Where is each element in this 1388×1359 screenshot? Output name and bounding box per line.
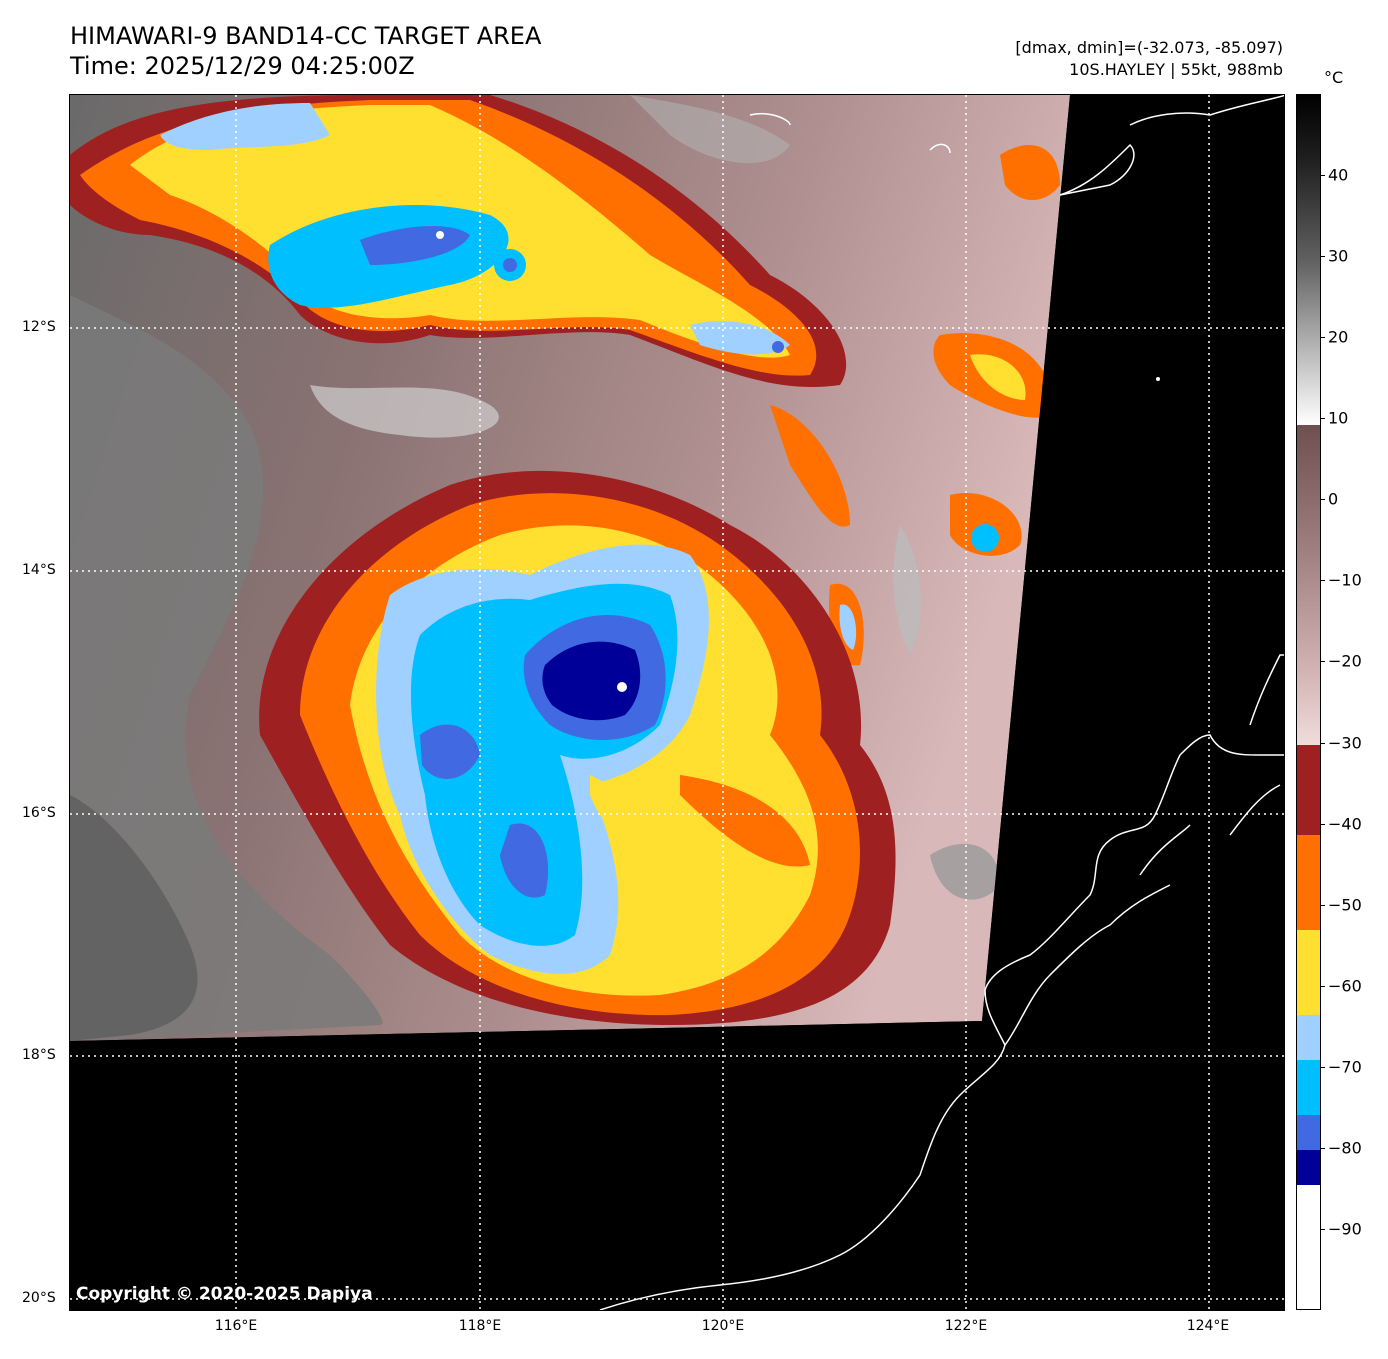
satellite-image (70, 95, 1284, 1310)
lat-label-20s: 20°S (22, 1290, 56, 1306)
lon-label-118e: 118°E (458, 1318, 502, 1334)
clear-area-west (70, 295, 383, 1041)
storm-info: 10S.HAYLEY | 55kt, 988mb (1069, 60, 1283, 79)
lon-label-120e: 120°E (701, 1318, 745, 1334)
chart-time: Time: 2025/12/29 04:25:00Z (70, 52, 415, 80)
colorbar-tick-label: 20 (1328, 327, 1349, 347)
colorbar-tick-mark (1321, 742, 1325, 744)
colorbar-tick-label: −30 (1328, 733, 1362, 753)
colorbar (1296, 94, 1321, 1310)
colorbar-tick-label: −90 (1328, 1219, 1362, 1239)
colorbar-tick-mark (1321, 256, 1325, 258)
colorbar-yellow-segment (1297, 930, 1320, 1015)
colorbar-orange-segment (1297, 835, 1320, 930)
colorbar-tick-label: −10 (1328, 570, 1362, 590)
copyright-text: Copyright © 2020-2025 Dapiya (76, 1284, 373, 1304)
colorbar-tick-mark (1321, 1228, 1325, 1230)
colorbar-tick-mark (1321, 175, 1325, 177)
colorbar-tick-label: 40 (1328, 165, 1349, 185)
lat-label-18s: 18°S (22, 1047, 56, 1063)
colorbar-tick-mark (1321, 985, 1325, 987)
colorbar-tick-mark (1321, 904, 1325, 906)
colorbar-tick-mark (1321, 580, 1325, 582)
satellite-map[interactable]: Copyright © 2020-2025 Dapiya (69, 94, 1285, 1311)
lon-label-124e: 124°E (1186, 1318, 1230, 1334)
cyclone-core (259, 470, 896, 1025)
colorbar-tick-mark (1321, 1147, 1325, 1149)
colorbar-tick-label: 0 (1328, 489, 1339, 509)
lat-label-12s: 12°S (22, 319, 56, 335)
colorbar-gray-segment (1297, 95, 1320, 425)
colorbar-tick-mark (1321, 337, 1325, 339)
colorbar-unit: °C (1324, 68, 1344, 87)
colorbar-darkred-segment (1297, 745, 1320, 835)
colorbar-tick-label: −50 (1328, 895, 1362, 915)
colorbar-tick-label: −40 (1328, 814, 1362, 834)
lon-label-116e: 116°E (214, 1318, 258, 1334)
colorbar-white-segment (1297, 1185, 1320, 1309)
colorbar-tick-mark (1321, 499, 1325, 501)
colorbar-tick-label: −20 (1328, 651, 1362, 671)
colorbar-lightblue-segment (1297, 1015, 1320, 1060)
coastline (599, 95, 1284, 1310)
colorbar-skyblue-segment (1297, 1060, 1320, 1115)
colorbar-tick-label: 10 (1328, 408, 1349, 428)
colorbar-brown-segment (1297, 425, 1320, 745)
gridlines (70, 95, 1284, 1310)
range-info: [dmax, dmin]=(-32.073, -85.097) (1015, 38, 1283, 57)
colorbar-royalblue-segment (1297, 1115, 1320, 1150)
northern-cloud-band (70, 95, 847, 387)
colorbar-tick-label: −60 (1328, 976, 1362, 996)
lat-label-16s: 16°S (22, 805, 56, 821)
colorbar-navy-segment (1297, 1150, 1320, 1185)
colorbar-tick-mark (1321, 661, 1325, 663)
no-data-south (70, 1021, 1284, 1310)
lon-label-122e: 122°E (944, 1318, 988, 1334)
colorbar-tick-label: 30 (1328, 246, 1349, 266)
colorbar-tick-mark (1321, 823, 1325, 825)
colorbar-tick-mark (1321, 1066, 1325, 1068)
chart-title: HIMAWARI-9 BAND14-CC TARGET AREA (70, 22, 542, 50)
lat-label-14s: 14°S (22, 562, 56, 578)
colorbar-tick-label: −70 (1328, 1057, 1362, 1077)
colorbar-tick-label: −80 (1328, 1138, 1362, 1158)
colorbar-tick-mark (1321, 418, 1325, 420)
